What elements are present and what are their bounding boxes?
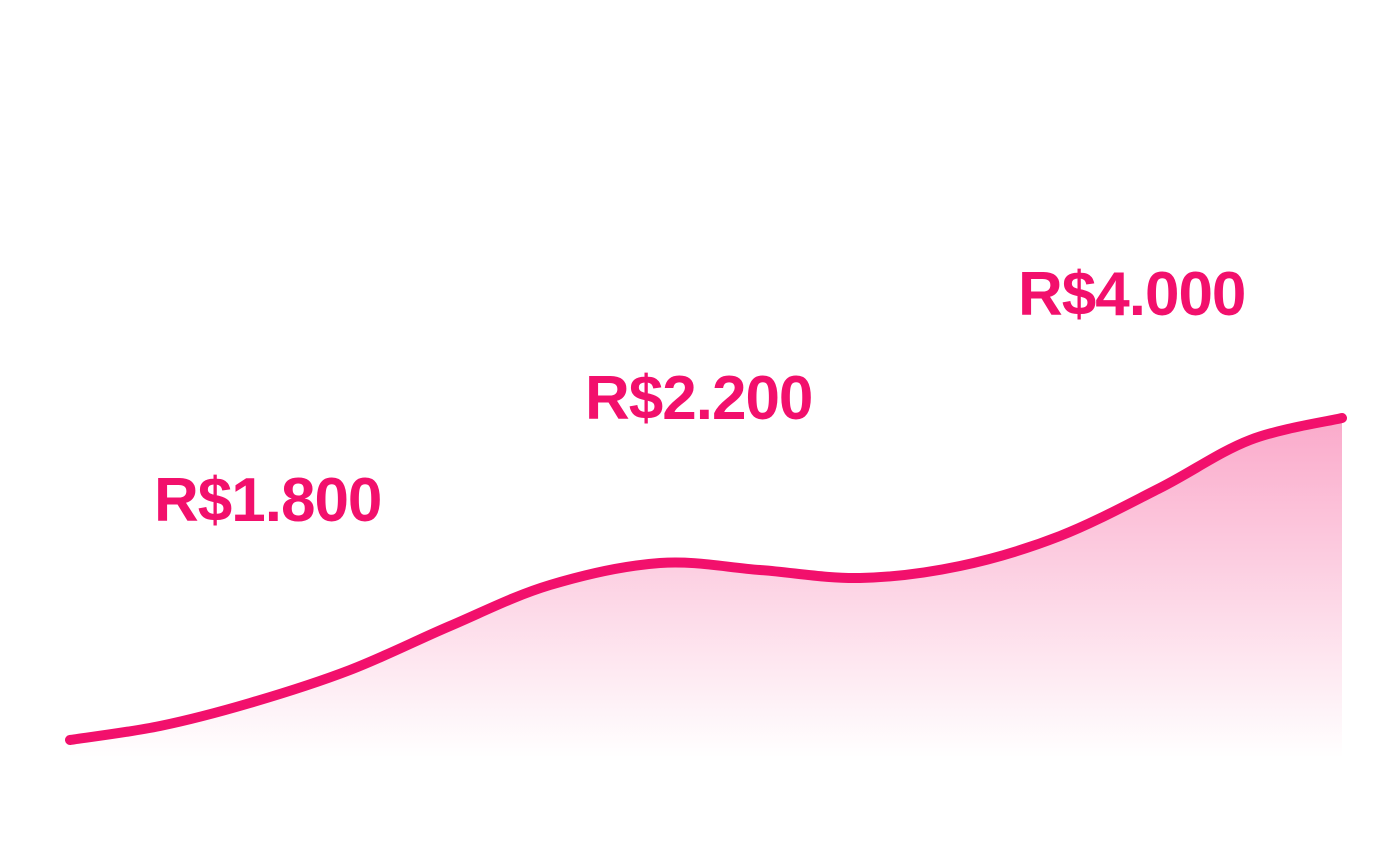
- data-label-4000: R$4.000: [1018, 260, 1246, 329]
- trend-line: [65, 413, 1347, 745]
- data-label-2200: R$2.200: [585, 364, 813, 433]
- data-label-1800: R$1.800: [154, 466, 382, 535]
- area-gradient-fill: [70, 418, 1342, 772]
